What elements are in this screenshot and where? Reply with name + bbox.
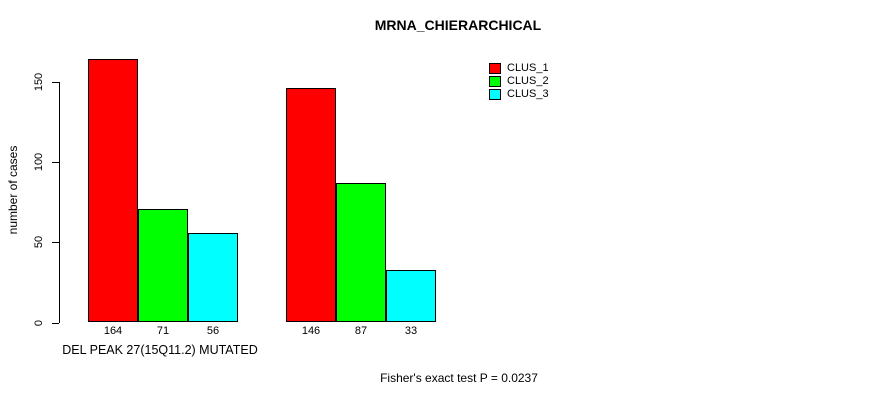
y-axis-line [59,81,60,324]
legend-label: CLUS_1 [507,62,549,74]
y-axis-tick [52,81,59,83]
legend-item-clus_2: CLUS_2 [489,76,549,87]
x-axis-label: DEL PEAK 27(15Q11.2) MUTATED [62,343,258,357]
legend-label: CLUS_3 [507,88,549,100]
bar-value-label: 71 [156,325,170,337]
bar-value-label: 87 [354,325,368,337]
bar-clus_1-group-1 [88,59,138,323]
y-axis-tick-label: 0 [33,319,45,326]
legend-item-clus_1: CLUS_1 [489,63,549,74]
y-axis-tick [52,242,59,244]
legend-swatch-icon [489,89,501,100]
y-axis-label: number of cases [6,145,20,235]
bar-clus_3-group-2 [386,269,436,323]
bar-value-label: 33 [404,325,418,337]
bar-clus_2-group-1 [138,208,188,323]
legend-swatch-icon [489,63,501,74]
bar-value-label: 146 [301,325,321,337]
bar-clus_1-group-2 [286,88,336,323]
legend: CLUS_1 CLUS_2 CLUS_3 [489,63,549,102]
bar-clus_2-group-2 [336,182,386,323]
y-axis-tick [52,322,59,324]
chart-title: MRNA_CHIERARCHICAL [374,17,542,33]
legend-label: CLUS_2 [507,75,549,87]
y-axis-tick-label: 100 [33,152,45,172]
fisher-test-annotation: Fisher's exact test P = 0.0237 [380,371,538,385]
bar-value-label: 56 [206,325,220,337]
legend-item-clus_3: CLUS_3 [489,89,549,100]
y-axis-tick-label: 50 [33,236,45,249]
bar-value-label: 164 [103,325,123,337]
legend-swatch-icon [489,76,501,87]
y-axis-tick [52,161,59,163]
y-axis-tick-label: 150 [33,72,45,91]
bar-clus_3-group-1 [188,232,238,323]
